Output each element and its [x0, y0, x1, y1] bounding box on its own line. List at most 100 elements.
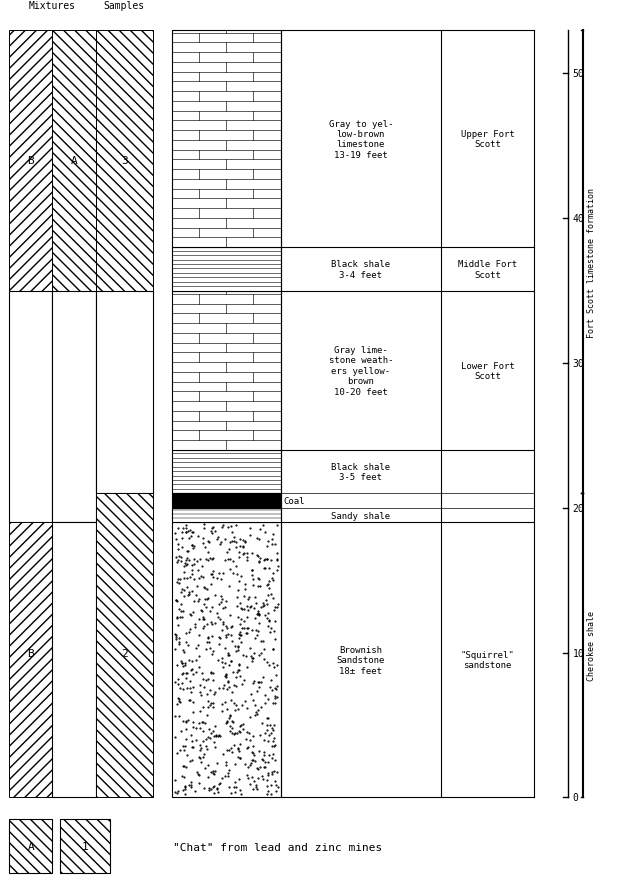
Point — [201, 739, 210, 753]
Point — [270, 615, 280, 629]
Point — [185, 571, 195, 585]
Point — [191, 665, 201, 680]
Point — [227, 726, 237, 740]
Point — [239, 590, 249, 604]
Point — [272, 563, 282, 578]
Point — [240, 757, 250, 771]
Point — [198, 570, 208, 584]
Point — [181, 666, 191, 680]
Point — [188, 525, 197, 540]
Point — [247, 728, 257, 742]
Point — [188, 525, 198, 540]
Point — [210, 764, 220, 778]
Point — [250, 697, 260, 711]
Point — [184, 693, 194, 707]
Point — [252, 761, 262, 775]
Point — [201, 600, 211, 614]
Point — [215, 631, 225, 645]
Point — [170, 642, 180, 657]
Point — [246, 688, 256, 702]
Point — [237, 621, 247, 635]
Point — [259, 753, 268, 767]
Point — [207, 696, 217, 711]
Point — [173, 537, 183, 551]
Point — [236, 569, 246, 583]
Point — [178, 782, 188, 797]
Point — [250, 754, 260, 768]
Point — [209, 570, 218, 584]
Point — [268, 696, 278, 711]
Point — [254, 532, 264, 547]
Point — [220, 641, 230, 656]
Point — [217, 521, 227, 535]
Bar — [172, 450, 281, 494]
Point — [178, 643, 188, 657]
Point — [222, 668, 231, 682]
Point — [242, 621, 252, 635]
Point — [191, 733, 201, 747]
Point — [255, 552, 265, 566]
Point — [214, 777, 224, 791]
Point — [270, 738, 280, 752]
Point — [213, 637, 223, 651]
Point — [220, 695, 230, 709]
Point — [252, 628, 262, 642]
Point — [204, 770, 213, 784]
Point — [183, 588, 193, 602]
Point — [207, 617, 217, 631]
Point — [260, 760, 270, 774]
Point — [196, 686, 205, 700]
Point — [251, 596, 261, 610]
Point — [183, 571, 193, 586]
Point — [267, 537, 277, 551]
Point — [173, 678, 183, 692]
Point — [257, 769, 267, 783]
Point — [178, 759, 188, 773]
Point — [254, 556, 264, 570]
Point — [199, 597, 209, 611]
Point — [172, 786, 181, 800]
Point — [262, 788, 272, 802]
Point — [178, 758, 188, 773]
Point — [254, 771, 263, 785]
Point — [181, 522, 191, 536]
Point — [249, 646, 259, 660]
Point — [210, 719, 220, 733]
Point — [230, 703, 240, 717]
Point — [237, 678, 247, 692]
Point — [268, 527, 278, 541]
Point — [207, 648, 217, 662]
Point — [215, 538, 225, 552]
Bar — [172, 291, 281, 450]
Point — [175, 692, 184, 706]
Point — [177, 531, 187, 545]
Point — [218, 661, 228, 675]
Point — [199, 580, 209, 595]
Point — [186, 686, 196, 700]
Point — [267, 621, 276, 635]
Point — [199, 621, 209, 635]
Point — [217, 593, 226, 607]
Point — [222, 671, 231, 685]
Point — [171, 594, 181, 608]
Point — [171, 532, 181, 547]
Point — [252, 782, 262, 797]
Point — [185, 622, 195, 636]
Point — [233, 741, 242, 755]
Point — [188, 680, 198, 695]
Point — [235, 670, 245, 684]
Point — [242, 603, 252, 618]
Point — [180, 589, 189, 603]
Point — [236, 532, 246, 546]
Point — [209, 766, 218, 781]
Point — [262, 553, 271, 567]
Point — [218, 747, 228, 761]
Point — [271, 778, 281, 792]
Point — [249, 782, 259, 797]
Point — [245, 711, 255, 725]
Point — [251, 778, 261, 792]
Point — [226, 694, 236, 708]
Point — [198, 672, 208, 686]
Point — [260, 562, 270, 576]
Point — [263, 748, 273, 762]
